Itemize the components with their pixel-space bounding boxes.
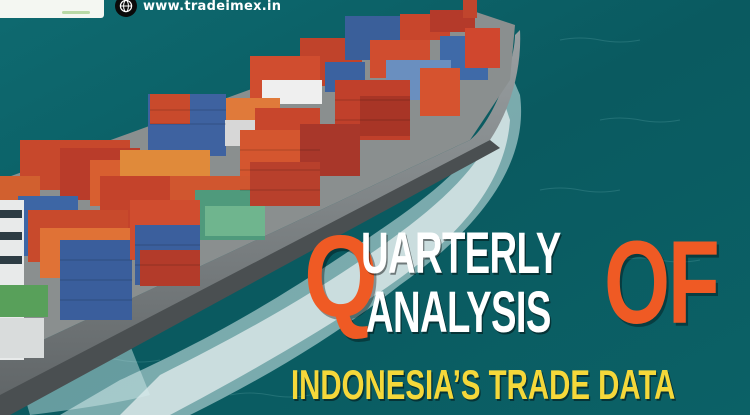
company-logo (0, 0, 104, 18)
website-text: www.tradeimex.in (143, 0, 282, 14)
website-label: www.tradeimex.in (115, 0, 282, 17)
bow-mast (463, 0, 477, 18)
logo-mark (62, 11, 90, 14)
ship-bridge (0, 200, 48, 360)
wake-foam (20, 60, 522, 415)
container-stacks (0, 10, 500, 320)
globe-icon (115, 0, 137, 17)
